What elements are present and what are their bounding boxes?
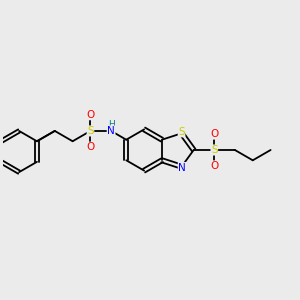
Text: N: N xyxy=(107,126,115,136)
Text: O: O xyxy=(86,142,94,152)
Text: S: S xyxy=(178,127,185,137)
Text: O: O xyxy=(210,129,218,139)
Text: N: N xyxy=(178,163,186,172)
Text: O: O xyxy=(86,110,94,120)
Text: S: S xyxy=(87,126,94,136)
Text: O: O xyxy=(210,161,218,171)
Text: H: H xyxy=(108,120,115,129)
Text: S: S xyxy=(211,145,217,155)
